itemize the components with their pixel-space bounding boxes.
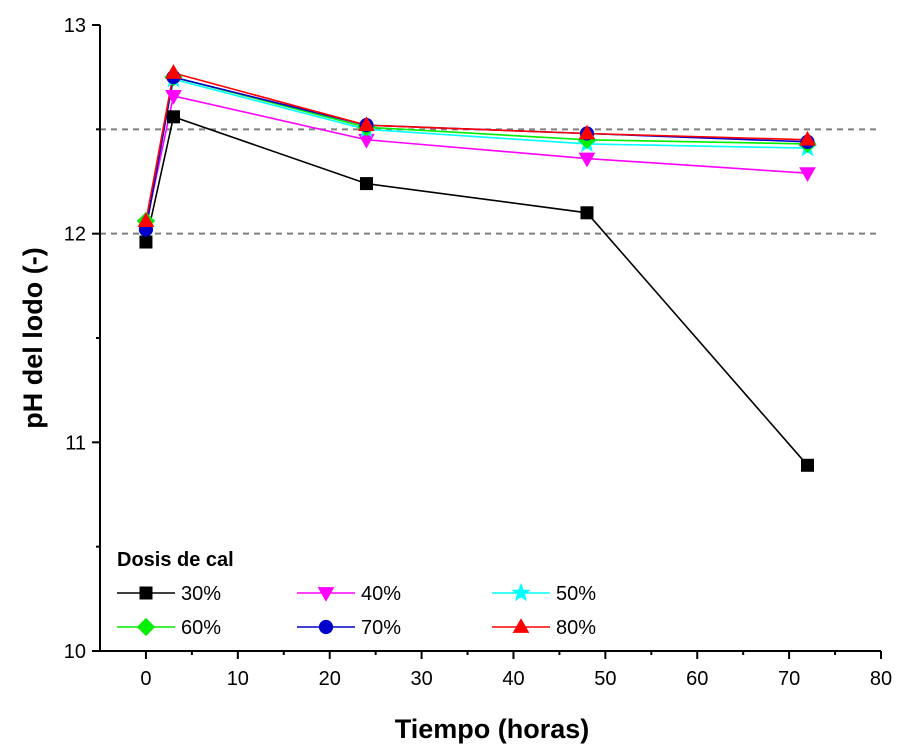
- axes: 0 10 20 30 40 50 60 70 80 10 11 12 13: [64, 15, 892, 690]
- legend-marker-80%: [512, 618, 530, 633]
- x-tick-label: 40: [502, 668, 524, 690]
- series-line-70%: [145, 76, 808, 230]
- legend-label-30%: 30%: [181, 583, 221, 605]
- legend-label-50%: 50%: [556, 583, 596, 605]
- x-tick-label: 70: [778, 668, 800, 690]
- x-axis-title: Tiempo (horas): [395, 714, 590, 744]
- series-line-50%: [145, 78, 808, 224]
- series-lines: [145, 71, 809, 466]
- y-tick-label: 11: [65, 432, 86, 454]
- series-line-40%: [145, 94, 808, 226]
- data-point-40%: [799, 167, 816, 182]
- data-point-30%: [800, 458, 814, 472]
- legend-marker-70%: [318, 619, 334, 635]
- legend-label-70%: 70%: [361, 617, 401, 639]
- x-tick-label: 30: [410, 668, 432, 690]
- data-point-80%: [799, 130, 816, 146]
- legend-label-60%: 60%: [181, 617, 221, 639]
- x-tick-label: 20: [319, 668, 341, 690]
- x-tick-label: 60: [686, 668, 708, 690]
- legend-label-80%: 80%: [556, 617, 596, 639]
- data-point-40%: [165, 90, 182, 105]
- data-point-80%: [137, 212, 155, 228]
- legend-marker-30%: [139, 586, 153, 600]
- data-point-30%: [139, 235, 153, 249]
- reference-lines: [100, 128, 881, 235]
- x-tick-label: 50: [594, 668, 616, 690]
- series-line-30%: [145, 115, 809, 466]
- legend-label-40%: 40%: [361, 583, 401, 605]
- x-tick-label: 80: [870, 668, 892, 690]
- x-tick-label: 10: [227, 668, 249, 690]
- x-tick-label: 0: [140, 668, 151, 690]
- y-tick-label: 10: [64, 641, 86, 663]
- series-markers: [136, 64, 818, 472]
- legend-marker-40%: [317, 587, 335, 602]
- data-point-80%: [578, 124, 596, 140]
- data-point-30%: [167, 110, 181, 124]
- data-point-40%: [578, 152, 596, 168]
- y-tick-label: 12: [64, 224, 86, 246]
- legend: Dosis de cal 30% 40% 50% 60% 70% 80%: [117, 549, 596, 639]
- data-point-80%: [358, 116, 375, 132]
- y-axis-title: pH del lodo (-): [18, 247, 48, 428]
- legend-marker-60%: [136, 617, 156, 637]
- legend-title: Dosis de cal: [117, 549, 234, 571]
- legend-marker-50%: [511, 582, 531, 602]
- data-point-30%: [580, 206, 594, 220]
- data-point-80%: [165, 64, 182, 79]
- data-point-30%: [359, 177, 373, 191]
- y-tick-label: 13: [64, 15, 86, 37]
